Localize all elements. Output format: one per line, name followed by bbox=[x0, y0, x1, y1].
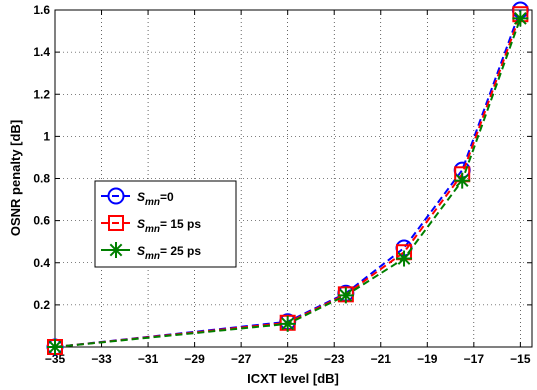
legend-label: Smn= 15 ps bbox=[137, 217, 201, 235]
data-point-star bbox=[396, 250, 413, 267]
star-stroke bbox=[397, 252, 411, 265]
x-tick-label: −31 bbox=[138, 352, 159, 366]
star-stroke bbox=[109, 243, 123, 257]
legend-item: Smn= 15 ps bbox=[101, 215, 201, 235]
x-tick-label: −15 bbox=[510, 352, 531, 366]
star-stroke bbox=[514, 12, 527, 25]
legend-marker bbox=[108, 215, 124, 231]
star-stroke bbox=[48, 340, 62, 354]
y-tick-label: 0.2 bbox=[33, 298, 50, 312]
data-point-star bbox=[279, 315, 296, 332]
legend-marker bbox=[108, 242, 124, 258]
y-axis-title: OSNR penalty [dB] bbox=[8, 120, 23, 236]
legend-label: Smn=0 bbox=[137, 190, 174, 208]
legend-item: Smn= 25 ps bbox=[101, 242, 201, 262]
y-tick-label: 0.4 bbox=[33, 256, 50, 270]
x-tick-label: −21 bbox=[371, 352, 392, 366]
x-axis-title: ICXT level [dB] bbox=[247, 371, 339, 386]
legend-label: Smn= 25 ps bbox=[137, 244, 201, 262]
axis-ticks: −35 −33 −31 −29 −27 −25 −23 −21 −19 −17 −15 0.2 0.4 0… bbox=[33, 3, 532, 366]
x-tick-label: −27 bbox=[231, 352, 252, 366]
x-tick-label: −19 bbox=[417, 352, 438, 366]
y-tick-label: 1.2 bbox=[33, 87, 50, 101]
star-stroke bbox=[455, 174, 469, 187]
x-tick-label: −35 bbox=[45, 352, 66, 366]
x-tick-label: −25 bbox=[278, 352, 299, 366]
series-line bbox=[54, 18, 522, 348]
series-line bbox=[54, 9, 522, 348]
data-point-star bbox=[47, 339, 63, 355]
x-tick-label: −23 bbox=[324, 352, 345, 366]
grid-lines bbox=[54, 9, 532, 348]
y-tick-label: 0.8 bbox=[33, 172, 50, 186]
y-tick-label: 1 bbox=[43, 129, 50, 143]
star-stroke bbox=[281, 317, 295, 331]
y-tick-label: 0.6 bbox=[33, 214, 50, 228]
y-tick-label: 1.4 bbox=[33, 45, 50, 59]
legend: Smn=0 Smn= 15 ps Smn= 25 ps bbox=[94, 180, 237, 268]
series-group bbox=[46, 1, 529, 356]
star-stroke bbox=[339, 289, 353, 302]
data-point-star bbox=[512, 10, 529, 27]
x-tick-label: −29 bbox=[184, 352, 205, 366]
series-star bbox=[47, 10, 529, 355]
series-line bbox=[54, 13, 522, 348]
legend-marker bbox=[107, 187, 125, 205]
data-point-star bbox=[337, 287, 354, 304]
x-tick-label: −17 bbox=[464, 352, 485, 366]
legend-item: Smn=0 bbox=[101, 187, 174, 208]
x-tick-label: −33 bbox=[91, 352, 112, 366]
data-point-star bbox=[454, 172, 471, 189]
y-tick-label: 1.6 bbox=[33, 3, 50, 17]
